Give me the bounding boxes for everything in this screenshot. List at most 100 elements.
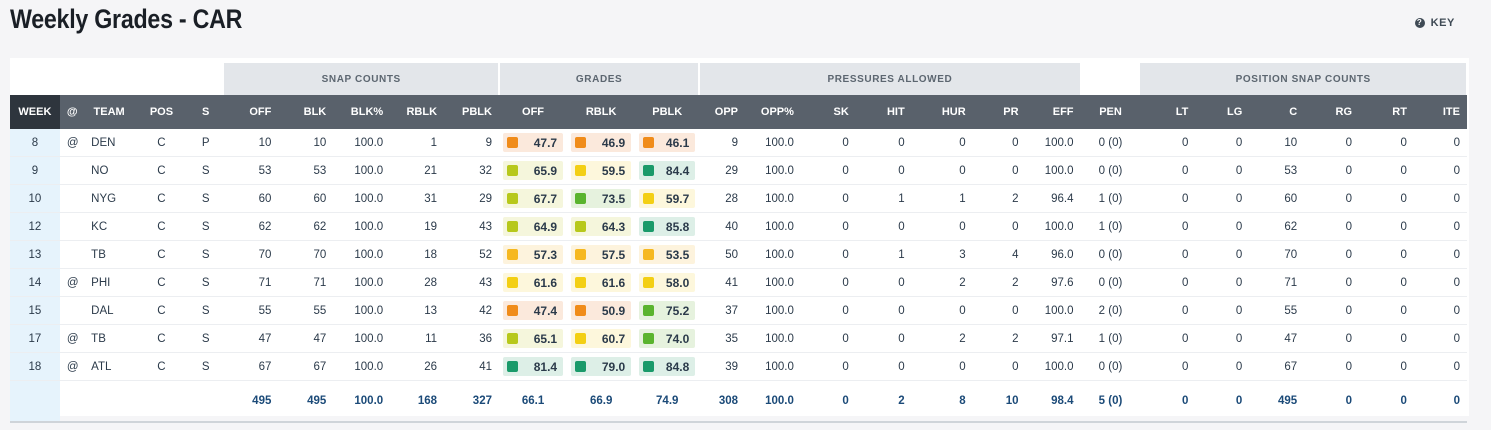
col-header-hur[interactable]: HUR bbox=[911, 95, 973, 129]
col-header-opp[interactable]: OPP bbox=[699, 95, 745, 129]
cell-grade-rblk: 73.5 bbox=[567, 184, 636, 213]
col-header-rt[interactable]: RT bbox=[1359, 95, 1414, 129]
col-header-pos[interactable]: POS bbox=[136, 95, 187, 129]
cell-team[interactable]: NYG bbox=[82, 184, 137, 213]
cell-team[interactable]: TB bbox=[82, 324, 137, 353]
key-label: KEY bbox=[1430, 17, 1455, 29]
col-header-pblk[interactable]: PBLK bbox=[444, 95, 499, 129]
weekly-grades-table: SNAP COUNTS GRADES PRESSURES ALLOWED POS… bbox=[10, 63, 1468, 423]
cell-ite: 0 bbox=[1413, 212, 1467, 241]
cell-week: 8 bbox=[10, 129, 60, 157]
cell-lg: 0 bbox=[1195, 324, 1250, 353]
cell-pblk: 43 bbox=[444, 212, 499, 241]
col-header-grade-pblk[interactable]: PBLK bbox=[635, 95, 700, 129]
cell-s: P bbox=[186, 129, 225, 157]
cell-s: S bbox=[186, 156, 225, 185]
grade-value: 59.5 bbox=[601, 163, 626, 178]
cell-team[interactable]: DEN bbox=[82, 129, 137, 157]
col-header-blk-pct[interactable]: BLK% bbox=[333, 95, 391, 129]
grade-swatch bbox=[506, 165, 518, 176]
cell-hit: 0 bbox=[855, 156, 912, 185]
grade-badge: 47.7 bbox=[502, 133, 564, 152]
cell-hit: 0 bbox=[855, 352, 912, 381]
col-header-c[interactable]: C bbox=[1249, 95, 1305, 129]
col-header-at[interactable]: @ bbox=[59, 95, 83, 129]
cell-blk: 55 bbox=[278, 296, 334, 325]
grade-badge: 50.9 bbox=[571, 301, 632, 320]
cell-rt: 0 bbox=[1359, 240, 1414, 269]
cell-rg: 0 bbox=[1304, 156, 1360, 185]
total-lt: 0 bbox=[1140, 380, 1196, 423]
cell-team[interactable]: PHI bbox=[82, 268, 137, 297]
cell-eff: 100.0 bbox=[1025, 129, 1081, 157]
grade-badge: 57.5 bbox=[571, 245, 632, 264]
col-header-week[interactable]: WEEK bbox=[10, 95, 60, 129]
cell-ite: 0 bbox=[1413, 129, 1467, 157]
cell-grade-pblk: 58.0 bbox=[635, 268, 700, 297]
cell-team[interactable]: TB bbox=[82, 240, 137, 269]
cell-s: S bbox=[186, 296, 225, 325]
col-header-eff[interactable]: EFF bbox=[1025, 95, 1081, 129]
table-row[interactable]: 8 @ DEN C P 10 10 100.0 1 9 47.7 46.9 46.1 9 100.0 0 0 0 0… bbox=[10, 129, 1467, 157]
col-header-ite[interactable]: ITE bbox=[1413, 95, 1467, 129]
total-hur: 8 bbox=[911, 380, 973, 423]
col-header-lg[interactable]: LG bbox=[1195, 95, 1250, 129]
col-header-team[interactable]: TEAM bbox=[82, 95, 137, 129]
col-header-blk[interactable]: BLK bbox=[278, 95, 334, 129]
cell-lg: 0 bbox=[1195, 268, 1250, 297]
col-header-opp-pct[interactable]: OPP% bbox=[745, 95, 801, 129]
table-row[interactable]: 18 @ ATL C S 67 67 100.0 26 41 81.4 79.0 84.8 39 100.0… bbox=[10, 352, 1467, 381]
total-off: 495 bbox=[224, 380, 279, 423]
col-header-pr[interactable]: PR bbox=[972, 95, 1026, 129]
cell-rblk: 13 bbox=[390, 296, 445, 325]
cell-hit: 0 bbox=[855, 296, 912, 325]
col-header-pen[interactable]: PEN bbox=[1080, 95, 1141, 129]
cell-team[interactable]: KC bbox=[82, 212, 137, 241]
cell-team[interactable]: NO bbox=[82, 156, 137, 185]
table-row[interactable]: 17 @ TB C S 47 47 100.0 11 36 65.1 60.7 74.0 35 100.0 0… bbox=[10, 324, 1467, 353]
table-row[interactable]: 15 DAL C S 55 55 100.0 13 42 47.4 50.9 75.2 37 100.0 0… bbox=[10, 296, 1467, 325]
col-header-grade-rblk[interactable]: RBLK bbox=[567, 95, 636, 129]
col-header-sk[interactable]: SK bbox=[800, 95, 856, 129]
cell-week: 18 bbox=[10, 352, 60, 381]
grade-badge: 61.6 bbox=[571, 273, 632, 292]
cell-pen: 0 (0) bbox=[1080, 268, 1141, 297]
cell-pos: C bbox=[136, 324, 187, 353]
total-pblk: 327 bbox=[444, 380, 499, 423]
col-header-s[interactable]: S bbox=[186, 95, 225, 129]
cell-pblk: 36 bbox=[444, 324, 499, 353]
cell-blk-pct: 100.0 bbox=[333, 352, 391, 381]
cell-grade-rblk: 79.0 bbox=[567, 352, 636, 381]
grade-badge: 46.1 bbox=[639, 133, 696, 152]
page-title: Weekly Grades - CAR bbox=[10, 4, 243, 34]
col-header-rg[interactable]: RG bbox=[1304, 95, 1360, 129]
cell-rblk: 28 bbox=[390, 268, 445, 297]
grade-value: 85.8 bbox=[665, 219, 690, 234]
cell-at bbox=[59, 184, 83, 213]
cell-rg: 0 bbox=[1304, 352, 1360, 381]
grade-value: 57.3 bbox=[533, 247, 558, 262]
grade-value: 67.7 bbox=[533, 191, 558, 206]
cell-team[interactable]: DAL bbox=[82, 296, 137, 325]
table-row[interactable]: 10 NYG C S 60 60 100.0 31 29 67.7 73.5 59.7 28 100.0 0… bbox=[10, 184, 1467, 213]
cell-s: S bbox=[186, 184, 225, 213]
cell-lt: 0 bbox=[1140, 156, 1196, 185]
col-header-off[interactable]: OFF bbox=[224, 95, 279, 129]
cell-lt: 0 bbox=[1140, 212, 1196, 241]
grade-value: 46.9 bbox=[601, 135, 626, 150]
table-row[interactable]: 14 @ PHI C S 71 71 100.0 28 43 61.6 61.6 58.0 41 100.0… bbox=[10, 268, 1467, 297]
table-row[interactable]: 9 NO C S 53 53 100.0 21 32 65.9 59.5 84.4 29 100.0 0 0 0… bbox=[10, 156, 1467, 185]
cell-pos: C bbox=[136, 129, 187, 157]
cell-c: 47 bbox=[1249, 324, 1305, 353]
key-button[interactable]: ? KEY bbox=[1414, 17, 1455, 29]
grade-swatch bbox=[643, 361, 655, 372]
col-header-rblk[interactable]: RBLK bbox=[390, 95, 445, 129]
cell-lt: 0 bbox=[1140, 268, 1196, 297]
table-row[interactable]: 12 KC C S 62 62 100.0 19 43 64.9 64.3 85.8 40 100.0 0 0… bbox=[10, 212, 1467, 241]
col-header-grade-off[interactable]: OFF bbox=[498, 95, 568, 129]
cell-team[interactable]: ATL bbox=[82, 352, 137, 381]
table-row[interactable]: 13 TB C S 70 70 100.0 18 52 57.3 57.5 53.5 50 100.0 0 1… bbox=[10, 240, 1467, 269]
col-header-hit[interactable]: HIT bbox=[855, 95, 912, 129]
cell-opp-pct: 100.0 bbox=[745, 184, 801, 213]
col-header-lt[interactable]: LT bbox=[1140, 95, 1196, 129]
